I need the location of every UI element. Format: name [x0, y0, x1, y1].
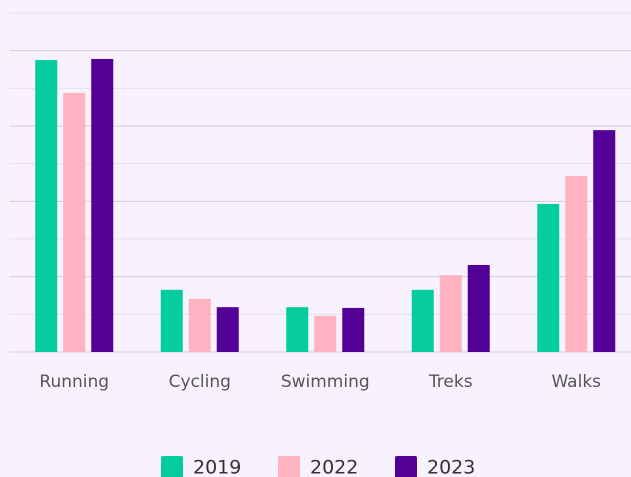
bar: [286, 307, 309, 352]
bar: [342, 307, 365, 352]
bar: [35, 60, 58, 352]
bar: [467, 264, 490, 352]
bar: [63, 92, 86, 352]
legend-swatch: [278, 456, 300, 477]
bar: [593, 130, 616, 352]
bar: [411, 289, 434, 352]
legend-swatch: [161, 456, 183, 477]
legend-label: 2023: [427, 457, 475, 477]
bar: [314, 315, 337, 352]
x-tick-label: Walks: [551, 372, 601, 392]
bar: [188, 298, 211, 352]
legend-label: 2022: [310, 457, 358, 477]
legend-label: 2019: [193, 457, 241, 477]
bar: [537, 203, 560, 352]
bar: [91, 58, 114, 352]
x-tick-label: Treks: [428, 372, 473, 392]
bar: [216, 307, 239, 352]
x-tick-label: Running: [39, 372, 109, 392]
x-tick-label: Swimming: [281, 372, 370, 392]
bar: [439, 275, 462, 352]
x-tick-label: Cycling: [169, 372, 231, 392]
bar: [565, 176, 588, 352]
legend-swatch: [395, 456, 417, 477]
bar: [160, 289, 183, 352]
